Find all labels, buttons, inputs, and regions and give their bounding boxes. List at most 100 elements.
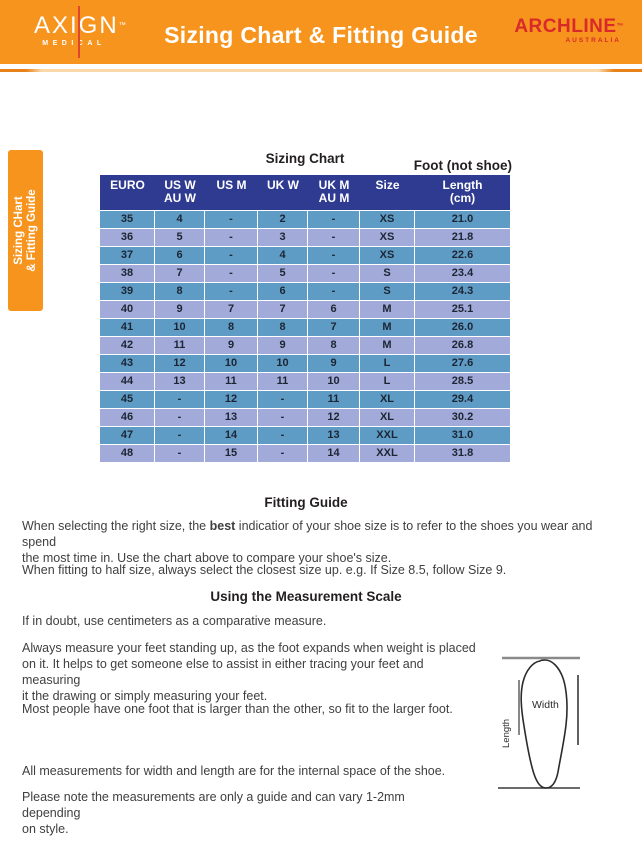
table-cell: 9 (155, 300, 205, 318)
table-row: 37 6-4- XS 22.6 (100, 246, 510, 264)
paragraph-line: it the drawing or simply measuring your … (22, 689, 268, 703)
table-cell: - (205, 264, 258, 282)
table-cell: 31.0 (415, 426, 510, 444)
archline-logo-name: ARCHLINE™ (514, 16, 624, 37)
axign-logo-redline (78, 6, 80, 58)
axign-logo: AXIGN™ MEDICAL (34, 12, 128, 48)
header-bar: AXIGN™ MEDICAL Sizing Chart & Fitting Gu… (0, 0, 642, 64)
table-cell: - (258, 390, 308, 408)
table-cell: 40 (100, 300, 155, 318)
table-cell: M (360, 318, 415, 336)
table-cell: 4 (155, 210, 205, 228)
table-row: 42 11 9 9 8 M 26.8 (100, 336, 510, 354)
table-row: 43 12 10 10 9 L 27.6 (100, 354, 510, 372)
paragraph-line: Please note the measurements are only a … (22, 790, 405, 820)
paragraph-line: on it. It helps to get someone else to a… (22, 657, 424, 687)
table-cell: 15 (205, 444, 258, 462)
table-cell: 2 (258, 210, 308, 228)
paragraph-line: Always measure your feet standing up, as… (22, 641, 476, 655)
table-cell: 35 (100, 210, 155, 228)
table-row: 35 4-2- XS 21.0 (100, 210, 510, 228)
fitting-guide-heading: Fitting Guide (264, 495, 348, 510)
table-cell: XXL (360, 426, 415, 444)
table-cell: - (155, 408, 205, 426)
table-cell: 9 (308, 354, 360, 372)
column-header: US W AU W (155, 175, 205, 210)
side-tab-sizing-chart: Sizing CHart & Fitting Guide (8, 150, 43, 311)
table-row: 47-14-13 XXL 31.0 (100, 426, 510, 444)
table-cell: - (258, 426, 308, 444)
column-header: US M (205, 175, 258, 210)
table-cell: 42 (100, 336, 155, 354)
paragraph-select-size: When selecting the right size, the best … (22, 518, 628, 566)
width-label: Width (532, 699, 559, 711)
column-header: Size (360, 175, 415, 210)
table-cell: 27.6 (415, 354, 510, 372)
foot-measurement-diagram: Width Length (498, 656, 580, 789)
table-cell: 45 (100, 390, 155, 408)
table-cell: 8 (258, 318, 308, 336)
table-cell: - (155, 444, 205, 462)
table-cell: 36 (100, 228, 155, 246)
table-cell: - (308, 264, 360, 282)
table-cell: 21.8 (415, 228, 510, 246)
table-cell: 14 (205, 426, 258, 444)
table-cell: - (155, 390, 205, 408)
table-cell: 11 (155, 336, 205, 354)
table-cell: - (205, 210, 258, 228)
table-cell: 26.0 (415, 318, 510, 336)
paragraph-line: When selecting the right size, the best … (22, 519, 593, 549)
table-cell: 8 (308, 336, 360, 354)
table-cell: XS (360, 246, 415, 264)
table-row: 46-13-12 XL 30.2 (100, 408, 510, 426)
table-cell: - (308, 282, 360, 300)
table-cell: - (155, 426, 205, 444)
measurement-scale-heading: Using the Measurement Scale (210, 589, 402, 604)
table-row: 39 8-6- S 24.3 (100, 282, 510, 300)
table-cell: 7 (258, 300, 308, 318)
table-cell: 43 (100, 354, 155, 372)
length-label: Length (501, 719, 512, 748)
table-cell: L (360, 354, 415, 372)
paragraph-line: on style. (22, 822, 69, 836)
table-row: 41 10 8 8 7 M 26.0 (100, 318, 510, 336)
table-header-row: EURO US W AU W US M UK W UK M AU M Size Length (c… (100, 175, 510, 210)
table-cell: M (360, 336, 415, 354)
table-cell: 39 (100, 282, 155, 300)
paragraph-half-size: When fitting to half size, always select… (22, 563, 507, 577)
table-row: 38 7-5- S 23.4 (100, 264, 510, 282)
table-cell: 12 (155, 354, 205, 372)
table-cell: - (308, 246, 360, 264)
table-cell: 25.1 (415, 300, 510, 318)
foot-not-shoe-note: Foot (not shoe) (413, 158, 512, 173)
table-cell: 12 (205, 390, 258, 408)
column-header: UK M AU M (308, 175, 360, 210)
table-cell: 8 (155, 282, 205, 300)
paragraph-guide-variance: Please note the measurements are only a … (22, 789, 452, 837)
header-divider-line (0, 69, 642, 72)
paragraph-measure-standing: Always measure your feet standing up, as… (22, 640, 482, 704)
table-cell: 46 (100, 408, 155, 426)
table-cell: 11 (308, 390, 360, 408)
table-cell: 22.6 (415, 246, 510, 264)
table-cell: - (258, 408, 308, 426)
paragraph-larger-foot: Most people have one foot that is larger… (22, 702, 453, 716)
table-cell: 30.2 (415, 408, 510, 426)
table-cell: - (258, 444, 308, 462)
table-cell: 6 (308, 300, 360, 318)
table-cell: 14 (308, 444, 360, 462)
table-cell: 47 (100, 426, 155, 444)
table-cell: 31.8 (415, 444, 510, 462)
column-header: EURO (100, 175, 155, 210)
table-cell: 4 (258, 246, 308, 264)
table-body: 35 4-2- XS 21.0 36 5-3- XS 21.8 37 6-4- XS 22.6 38 7-… (100, 210, 510, 462)
table-cell: 21.0 (415, 210, 510, 228)
table-cell: 44 (100, 372, 155, 390)
axign-logo-name: AXIGN™ (34, 12, 128, 39)
table-row: 36 5-3- XS 21.8 (100, 228, 510, 246)
table-row: 48-15-14 XXL 31.8 (100, 444, 510, 462)
table-cell: 13 (155, 372, 205, 390)
side-tab-label-line2: & Fitting Guide (25, 189, 38, 272)
side-tab-label-line1: Sizing CHart (12, 196, 25, 265)
